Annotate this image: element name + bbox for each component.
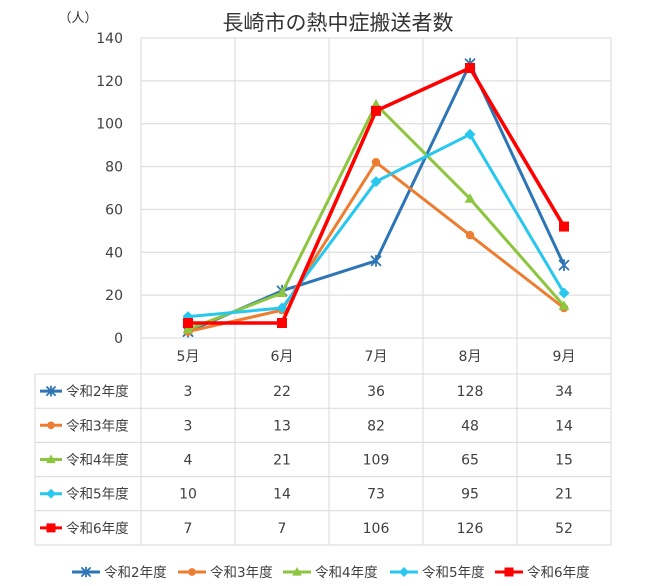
table-row-series-name: 令和3年度: [66, 418, 129, 434]
y-tick-label: 0: [114, 331, 123, 347]
legend: 令和2年度 令和3年度 令和4年度 令和5年度 令和6年度: [72, 565, 590, 581]
table-cell-value: 15: [555, 453, 573, 469]
y-tick-label: 20: [105, 288, 123, 304]
table-row-series-name: 令和6年度: [66, 521, 129, 537]
table-cell-value: 65: [461, 453, 479, 469]
legend-item-label: 令和2年度: [104, 565, 167, 581]
table-cell-value: 73: [367, 487, 385, 503]
table-cell-value: 126: [457, 521, 484, 537]
chart-title: 長崎市の熱中症搬送者数: [223, 11, 454, 35]
x-category-label: 7月: [365, 349, 388, 365]
gridlines: [141, 37, 611, 296]
table-cell-value: 14: [273, 487, 291, 503]
table-cell-value: 34: [555, 384, 573, 400]
table-cell-value: 109: [363, 453, 390, 469]
table-cell-value: 7: [278, 521, 287, 537]
y-tick-label: 60: [105, 202, 123, 218]
legend-item-label: 令和6年度: [527, 565, 590, 581]
series-line: [187, 102, 566, 331]
y-tick-label: 140: [96, 31, 123, 47]
x-category-label: 5月: [177, 349, 200, 365]
data-point: [370, 254, 382, 267]
table-cell-value: 22: [273, 384, 291, 400]
data-point: [182, 323, 194, 334]
table-cell-value: 21: [555, 487, 573, 503]
table-cell-value: 21: [273, 453, 291, 469]
legend-marker: [399, 567, 409, 577]
table-cell-value: 3: [184, 384, 193, 400]
y-tick-label: 40: [105, 245, 123, 261]
table-cell-value: 7: [184, 521, 193, 537]
table-row-legend-marker: [46, 523, 56, 533]
y-axis-unit-label: （人）: [58, 11, 97, 26]
y-tick-label: 80: [105, 160, 123, 176]
data-point: [276, 302, 288, 314]
y-tick-label: 120: [96, 74, 123, 90]
data-point: [464, 128, 476, 140]
legend-marker: [292, 567, 302, 576]
series-lines: [182, 57, 570, 338]
x-category-label: 6月: [271, 349, 294, 365]
table-row-legend-marker: [46, 454, 56, 464]
legend-item-label: 令和4年度: [315, 565, 378, 581]
table-row-series-name: 令和2年度: [66, 384, 129, 400]
table-cell-value: 36: [367, 384, 385, 400]
table-cell-value: 13: [273, 418, 291, 434]
legend-item-label: 令和3年度: [210, 565, 273, 581]
data-point: [465, 230, 475, 240]
table-row-series-name: 令和4年度: [66, 453, 129, 469]
data-point: [370, 176, 382, 188]
table-row-legend-marker: [47, 421, 55, 430]
data-point: [558, 287, 570, 299]
data-point: [183, 318, 193, 328]
table-row-legend-marker: [46, 385, 56, 397]
data-point: [558, 300, 570, 310]
legend-item-label: 令和5年度: [422, 565, 485, 581]
data-point: [558, 259, 570, 272]
table-row-series-name: 令和5年度: [66, 487, 129, 503]
data-point: [276, 287, 288, 297]
x-category-label: 8月: [459, 349, 482, 365]
table-cell-value: 14: [555, 418, 573, 434]
table-row-legend-marker: [46, 488, 56, 499]
table-cell-value: 128: [457, 384, 484, 400]
table-cell-value: 10: [179, 487, 197, 503]
y-tick-label: 100: [96, 117, 123, 133]
table-cell-value: 95: [461, 487, 479, 503]
legend-marker: [188, 568, 196, 576]
data-point: [465, 63, 475, 73]
table-cell-value: 52: [555, 521, 573, 537]
table-cell-value: 82: [367, 418, 385, 434]
data-point: [559, 221, 569, 232]
table-cell-value: 4: [184, 453, 193, 469]
x-category-label: 9月: [553, 349, 576, 365]
data-point: [371, 158, 381, 167]
legend-marker: [504, 567, 514, 577]
table-cell-value: 106: [363, 521, 390, 537]
table-cell-value: 48: [461, 418, 479, 434]
data-point: [464, 193, 476, 203]
table-cell-value: 3: [184, 418, 193, 434]
legend-marker: [81, 566, 91, 578]
data-point: [371, 105, 381, 116]
y-axis-ticks: 0 20 40 60 80 100 120 140: [96, 31, 123, 347]
data-point: [277, 318, 287, 328]
